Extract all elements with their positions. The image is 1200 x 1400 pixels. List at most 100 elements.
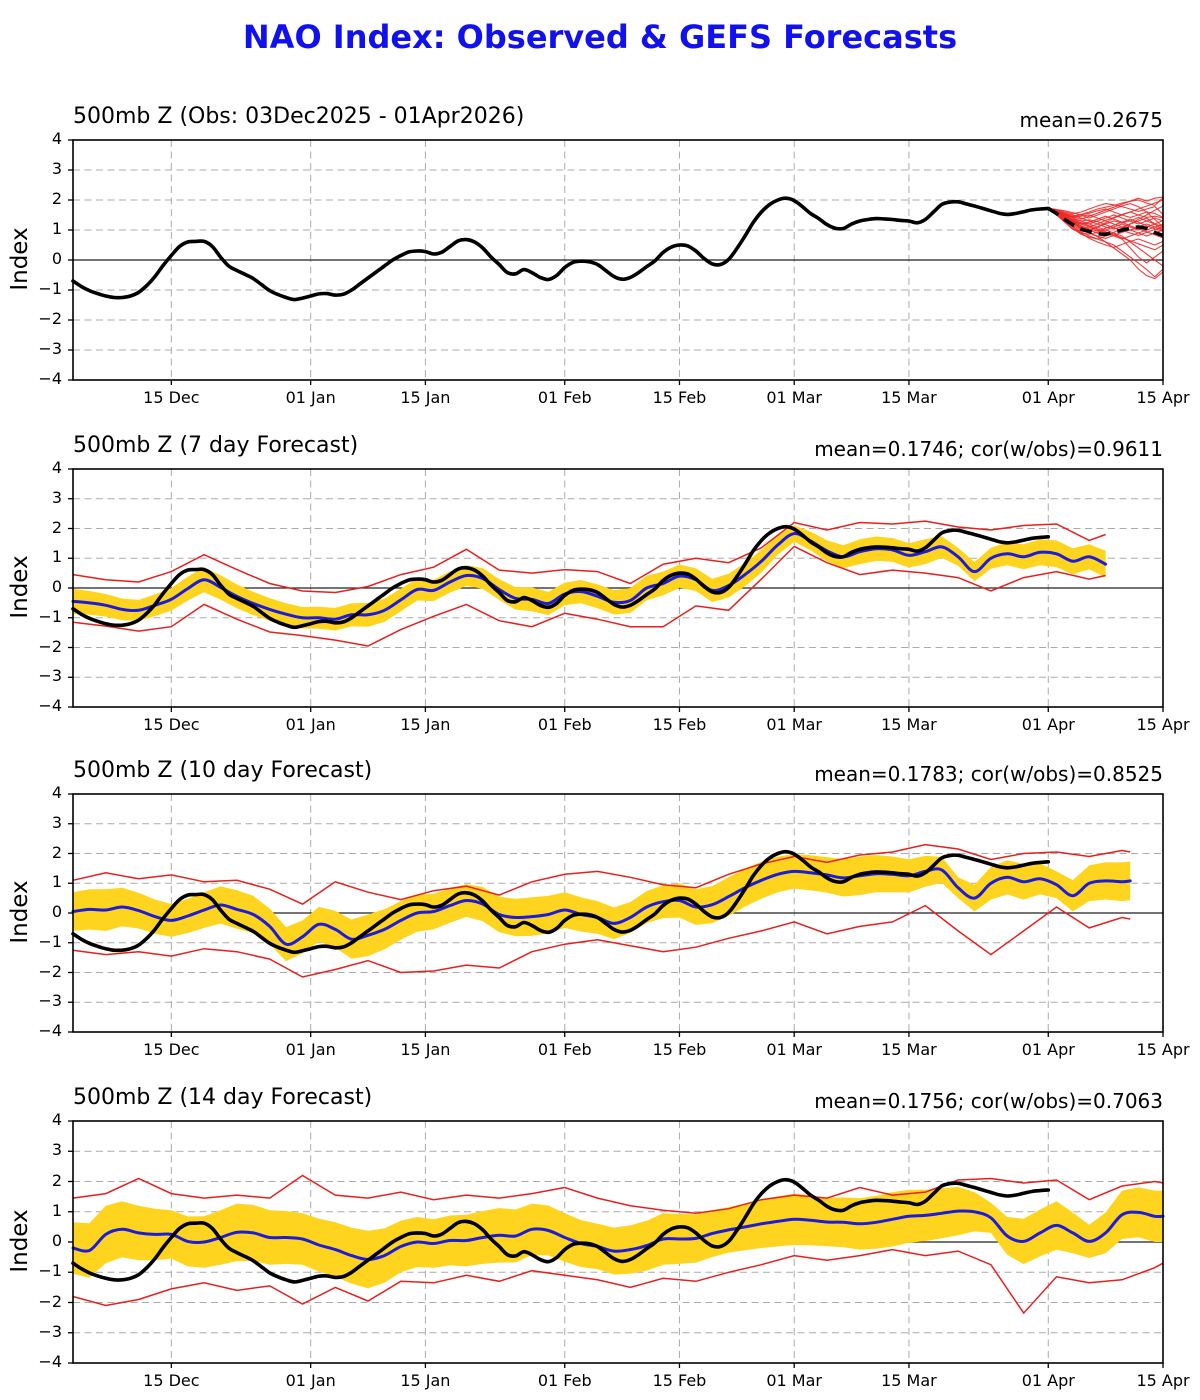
y-tick-label: 1 bbox=[51, 872, 62, 892]
y-tick-label: 2 bbox=[51, 1170, 62, 1190]
envelope-upper-line bbox=[72, 843, 1131, 905]
x-tick-label: 01 Feb bbox=[537, 1371, 592, 1390]
envelope-upper-line bbox=[72, 520, 1106, 594]
y-tick-label: 4 bbox=[51, 1110, 62, 1129]
x-tick-label: 01 Jan bbox=[285, 1040, 336, 1059]
y-tick-label: −1 bbox=[38, 606, 62, 626]
ensemble-spread-band bbox=[73, 525, 1106, 631]
y-tick-label: 1 bbox=[51, 1200, 62, 1220]
ensemble-member-line bbox=[1048, 203, 1164, 228]
envelope-upper-line bbox=[72, 1174, 1164, 1215]
figure-title: NAO Index: Observed & GEFS Forecasts bbox=[242, 18, 958, 56]
y-tick-label: −2 bbox=[38, 309, 62, 328]
y-tick-label: 3 bbox=[51, 487, 62, 507]
y-tick-label: 2 bbox=[51, 842, 62, 862]
x-tick-label: 01 Jan bbox=[285, 715, 336, 734]
y-tick-label: −1 bbox=[38, 1261, 62, 1281]
panel-1-stats: mean=0.2675 bbox=[1019, 108, 1163, 132]
x-tick-label: 01 Feb bbox=[537, 1040, 592, 1059]
panel-4-stats: mean=0.1756; cor(w/obs)=0.7063 bbox=[814, 1089, 1163, 1113]
x-tick-label: 01 Mar bbox=[766, 715, 822, 734]
envelope-lower-line bbox=[72, 904, 1131, 978]
panel-2-title: 500mb Z (7 day Forecast) bbox=[73, 433, 359, 458]
y-tick-label: 3 bbox=[51, 812, 62, 832]
ensemble-mean-dashed-line bbox=[1047, 206, 1164, 238]
y-tick-label: 4 bbox=[51, 783, 62, 802]
panel-4-title: 500mb Z (14 day Forecast) bbox=[73, 1085, 373, 1110]
forecast-mean-line bbox=[71, 1209, 1165, 1262]
y-tick-label: −4 bbox=[38, 1352, 62, 1371]
x-tick-label: 01 Jan bbox=[285, 1371, 336, 1390]
x-tick-label: 15 Dec bbox=[143, 1040, 200, 1059]
x-tick-label: 15 Feb bbox=[652, 388, 707, 407]
x-tick-label: 15 Jan bbox=[400, 1040, 451, 1059]
x-tick-label: 15 Feb bbox=[652, 1371, 707, 1390]
y-tick-label: −2 bbox=[38, 961, 62, 981]
y-tick-label: 3 bbox=[51, 1140, 62, 1160]
x-tick-label: 15 Feb bbox=[652, 1040, 707, 1059]
x-tick-label: 15 Jan bbox=[400, 388, 451, 407]
y-tick-label: −4 bbox=[38, 696, 62, 715]
x-tick-label: 15 Mar bbox=[881, 1371, 937, 1390]
forecast-mean-line bbox=[71, 867, 1132, 947]
ensemble-spread-band bbox=[73, 1186, 1163, 1289]
forecast-mean-line bbox=[71, 532, 1108, 621]
x-tick-label: 15 Apr bbox=[1136, 715, 1190, 734]
x-tick-label: 01 Feb bbox=[537, 715, 592, 734]
x-tick-label: 15 Mar bbox=[881, 715, 937, 734]
y-tick-label: 0 bbox=[51, 902, 62, 921]
y-tick-label: −2 bbox=[38, 636, 62, 656]
x-tick-label: 15 Mar bbox=[881, 388, 937, 407]
panel-3-stats: mean=0.1783; cor(w/obs)=0.8525 bbox=[814, 762, 1163, 786]
panel-1-title: 500mb Z (Obs: 03Dec2025 - 01Apr2026) bbox=[73, 104, 525, 129]
x-tick-label: 01 Apr bbox=[1021, 1040, 1075, 1059]
x-tick-label: 15 Dec bbox=[143, 1371, 200, 1390]
y-tick-label: 4 bbox=[51, 458, 62, 477]
observed-line bbox=[71, 849, 1051, 955]
y-tick-label: −3 bbox=[38, 991, 62, 1011]
observed-line bbox=[71, 196, 1051, 302]
x-tick-label: 15 Jan bbox=[400, 715, 451, 734]
y-tick-label: 3 bbox=[51, 159, 62, 178]
observed-line bbox=[71, 1177, 1051, 1284]
y-tick-label: 2 bbox=[51, 189, 62, 208]
x-tick-label: 01 Jan bbox=[285, 388, 336, 407]
y-tick-label: 2 bbox=[51, 517, 62, 537]
y-tick-label: 4 bbox=[51, 129, 62, 148]
x-tick-label: 15 Apr bbox=[1136, 388, 1190, 407]
y-tick-label: −2 bbox=[38, 1291, 62, 1311]
ensemble-member-line bbox=[1048, 207, 1164, 251]
x-tick-label: 15 Dec bbox=[143, 715, 200, 734]
x-tick-label: 01 Mar bbox=[766, 1371, 822, 1390]
observed-line bbox=[71, 524, 1051, 630]
x-tick-label: 15 Feb bbox=[652, 715, 707, 734]
x-tick-label: 01 Feb bbox=[537, 388, 592, 407]
y-tick-label: −1 bbox=[38, 931, 62, 951]
x-tick-label: 15 Apr bbox=[1136, 1040, 1190, 1059]
x-tick-label: 15 Jan bbox=[400, 1371, 451, 1390]
y-tick-label: −4 bbox=[38, 1021, 62, 1040]
y-tick-label: −3 bbox=[38, 666, 62, 686]
y-tick-label: 1 bbox=[51, 219, 62, 238]
envelope-lower-line bbox=[72, 1248, 1164, 1315]
x-tick-label: 01 Mar bbox=[766, 388, 822, 407]
y-tick-label: −4 bbox=[38, 369, 62, 388]
y-tick-label: −3 bbox=[38, 1321, 62, 1341]
x-tick-label: 15 Mar bbox=[881, 1040, 937, 1059]
envelope-lower-line bbox=[72, 545, 1106, 647]
x-tick-label: 15 Apr bbox=[1136, 1371, 1190, 1390]
panel-3-title: 500mb Z (10 day Forecast) bbox=[73, 758, 373, 783]
y-tick-label: −1 bbox=[38, 279, 62, 298]
x-tick-label: 01 Apr bbox=[1021, 388, 1075, 407]
ensemble-spread-band bbox=[73, 854, 1131, 962]
panel-2-stats: mean=0.1746; cor(w/obs)=0.9611 bbox=[814, 437, 1163, 461]
x-tick-label: 15 Dec bbox=[143, 388, 200, 407]
x-tick-label: 01 Apr bbox=[1021, 1371, 1075, 1390]
y-tick-label: 0 bbox=[51, 249, 62, 268]
y-tick-label: 1 bbox=[51, 547, 62, 567]
x-tick-label: 01 Mar bbox=[766, 1040, 822, 1059]
ensemble-member-line bbox=[1048, 196, 1164, 220]
y-tick-label: 0 bbox=[51, 1231, 62, 1250]
